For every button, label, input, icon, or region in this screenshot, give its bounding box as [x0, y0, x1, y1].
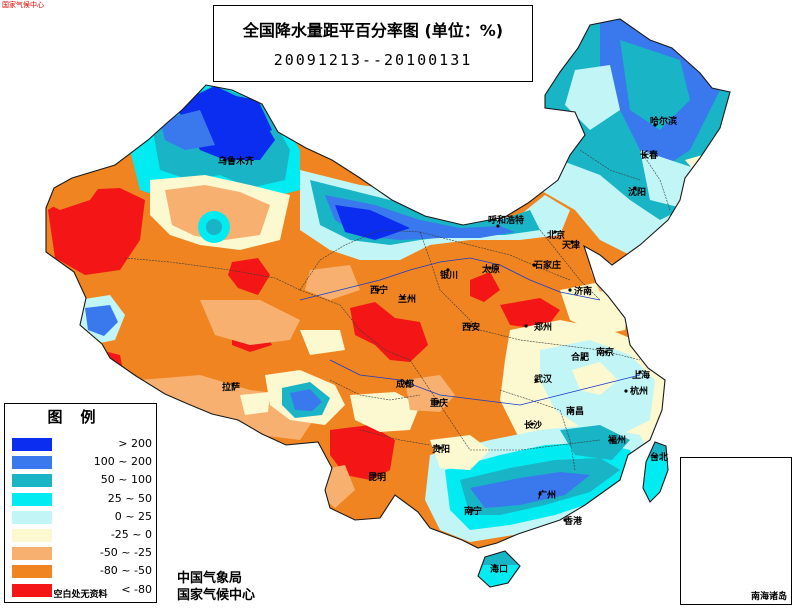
city-label: 贵阳	[432, 445, 451, 455]
legend-title: 图例	[47, 408, 114, 426]
city-label: 杭州	[630, 387, 649, 397]
legend-swatch	[12, 438, 52, 451]
legend-item: 25 ~ 50	[12, 491, 152, 509]
city-label: 昆明	[368, 473, 387, 483]
legend-swatch	[12, 456, 52, 470]
city-label: 成都	[396, 380, 415, 390]
title-box: 全国降水量距平百分率图 (单位：%) 20091213--20100131	[213, 5, 533, 82]
legend-swatch	[12, 510, 52, 524]
city-label: 重庆	[430, 399, 449, 409]
city-label: 武汉	[534, 375, 553, 385]
city-label: 南昌	[566, 407, 585, 417]
city-label: 拉萨	[222, 383, 241, 393]
legend-swatch	[12, 492, 52, 506]
city-label: 海口	[490, 565, 509, 575]
legend-label: 50 ~ 100	[100, 473, 152, 487]
legend-item: -80 ~ -50	[12, 563, 152, 581]
city-label: 郑州	[534, 323, 553, 333]
legend: 图例 > 200 100 ~ 200 50 ~ 100 25 ~ 50 0 ~ 25 -2…	[4, 403, 157, 603]
legend-item: -25 ~ 0	[12, 527, 152, 545]
map-period: 20091213--20100131	[273, 51, 473, 69]
city-label: 哈尔滨	[650, 117, 678, 127]
legend-item: -50 ~ -25	[12, 545, 152, 563]
city-label: 太原	[482, 265, 501, 275]
legend-item: 50 ~ 100	[12, 472, 152, 490]
city-label: 台北	[650, 453, 669, 463]
legend-swatch	[12, 565, 52, 579]
city-label: 长春	[640, 151, 659, 161]
city-label: 济南	[574, 287, 593, 297]
legend-swatch	[12, 529, 52, 542]
city-label: 西安	[462, 323, 481, 333]
city-label: 银川	[440, 271, 459, 281]
legend-item: < -80	[12, 582, 152, 600]
city-label: 南宁	[464, 507, 483, 517]
city-label: 香港	[564, 517, 583, 527]
city-label: 南京	[596, 348, 615, 358]
legend-label: > 200	[118, 437, 152, 450]
legend-item: > 200	[12, 436, 152, 454]
city-label: 沈阳	[628, 188, 647, 198]
city-label: 长沙	[524, 421, 543, 431]
city-label: 天津	[562, 241, 581, 251]
city-label: 西宁	[370, 286, 389, 296]
city-label: 福州	[608, 436, 627, 446]
city-label: 北京	[547, 231, 566, 241]
legend-label: -25 ~ 0	[110, 528, 152, 541]
inset-label: 南海诸岛	[750, 592, 787, 602]
agency-line1: 中国气象局	[177, 571, 243, 586]
legend-label: 0 ~ 25	[114, 509, 152, 523]
city-label: 广州	[538, 491, 557, 501]
city-label: 兰州	[398, 295, 417, 305]
city-label: 石家庄	[534, 261, 562, 271]
legend-label: 25 ~ 50	[107, 491, 152, 505]
legend-swatch	[12, 583, 52, 597]
legend-item: 100 ~ 200	[12, 454, 152, 472]
south-china-sea-inset: 南海诸岛	[680, 457, 792, 605]
legend-label: 100 ~ 200	[93, 455, 152, 469]
city-label: 呼和浩特	[488, 216, 525, 226]
corner-logo-text: 国家气候中心	[2, 1, 44, 9]
legend-swatch	[12, 547, 52, 561]
legend-swatch	[12, 474, 52, 488]
city-label: 上海	[632, 371, 651, 381]
agency-line2: 国家气候中心	[177, 588, 256, 603]
legend-item: 0 ~ 25	[12, 509, 152, 527]
city-label: 合肥	[571, 353, 590, 363]
legend-label: < -80	[121, 582, 152, 596]
legend-label: -50 ~ -25	[99, 546, 152, 560]
city-label: 乌鲁木齐	[218, 157, 255, 167]
map-title: 全国降水量距平百分率图 (单位：%)	[242, 21, 504, 40]
legend-label: -80 ~ -50	[99, 564, 152, 578]
legend-note: 空白处无资料	[53, 590, 108, 600]
